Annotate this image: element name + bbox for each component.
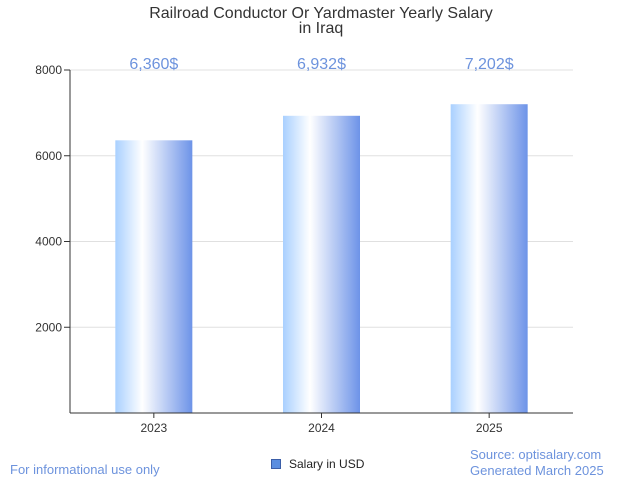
x-tick-label-2023: 2023	[140, 421, 167, 435]
source-block: Source: optisalary.com Generated March 2…	[470, 447, 604, 479]
source-text: Source: optisalary.com	[470, 447, 602, 462]
data-label-2025: 7,202$	[465, 56, 514, 73]
generated-text: Generated March 2025	[470, 463, 604, 478]
x-tick-label-2024: 2024	[308, 421, 335, 435]
y-tick-label: 4000	[35, 235, 62, 249]
chart-title-line-2: in Iraq	[299, 20, 343, 37]
y-tick-label: 6000	[35, 149, 62, 163]
legend[interactable]: Salary in USD	[267, 452, 373, 476]
bar-2024[interactable]	[283, 115, 360, 413]
chart-title-line-1: Railroad Conductor Or Yardmaster Yearly …	[149, 5, 493, 22]
legend-label: Salary in USD	[289, 457, 365, 471]
data-label-2024: 6,932$	[297, 56, 346, 73]
legend-swatch	[271, 459, 281, 469]
disclaimer-text: For informational use only	[10, 462, 160, 477]
y-tick-label: 2000	[35, 320, 62, 334]
y-tick-label: 8000	[35, 63, 62, 77]
bar-2025[interactable]	[450, 104, 528, 414]
bar-2023[interactable]	[115, 140, 193, 413]
x-tick-label-2025: 2025	[476, 421, 503, 435]
data-label-2023: 6,360$	[129, 56, 178, 73]
